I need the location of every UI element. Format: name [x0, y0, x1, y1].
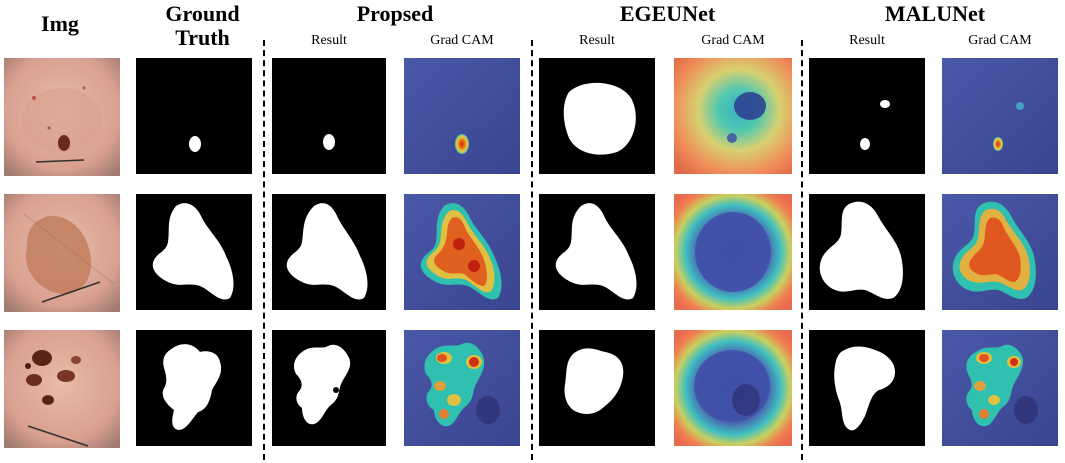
row3-egeunet-gradcam [674, 330, 792, 446]
row2-ground-truth-mask [136, 194, 252, 310]
row1-input-image [4, 58, 120, 176]
row3-ground-truth-mask [136, 330, 252, 446]
row3-input-image [4, 330, 120, 448]
row1-egeunet-gradcam [674, 58, 792, 174]
separator-2 [531, 40, 533, 460]
row3-egeunet-result [539, 330, 655, 446]
subheader-egeunet-result: Result [579, 33, 615, 48]
row3-malunet-gradcam [942, 330, 1058, 446]
header-img: Img [41, 11, 79, 36]
row2-malunet-result [809, 194, 925, 310]
separator-1 [263, 40, 265, 460]
row2-egeunet-result [539, 194, 655, 310]
row1-egeunet-result [539, 58, 655, 174]
row1-malunet-gradcam [942, 58, 1058, 174]
subheader-proposed-gradcam: Grad CAM [430, 33, 494, 48]
row1-ground-truth-mask [136, 58, 252, 174]
header-ground-truth-line2: Truth [175, 25, 230, 50]
header-ground-truth-line1: Ground [165, 1, 240, 26]
row2-malunet-gradcam [942, 194, 1058, 310]
subheader-malunet-result: Result [849, 33, 885, 48]
separator-3 [801, 40, 803, 460]
row1-proposed-result [272, 58, 386, 174]
row1-malunet-result [809, 58, 925, 174]
subheader-proposed-result: Result [311, 33, 347, 48]
row2-input-image [4, 194, 120, 312]
subheader-malunet-gradcam: Grad CAM [968, 33, 1032, 48]
row1-proposed-gradcam [404, 58, 520, 174]
row3-proposed-gradcam [404, 330, 520, 446]
row2-egeunet-gradcam [674, 194, 792, 310]
header-egeunet: EGEUNet [619, 1, 716, 26]
row2-proposed-gradcam [404, 194, 520, 310]
row3-proposed-result [272, 330, 386, 446]
header-ground-truth: Ground Truth [130, 2, 275, 50]
header-malunet: MALUNet [884, 1, 986, 26]
row2-proposed-result [272, 194, 386, 310]
header-proposed: Propsed [356, 1, 434, 26]
row3-malunet-result [809, 330, 925, 446]
subheader-egeunet-gradcam: Grad CAM [701, 33, 765, 48]
